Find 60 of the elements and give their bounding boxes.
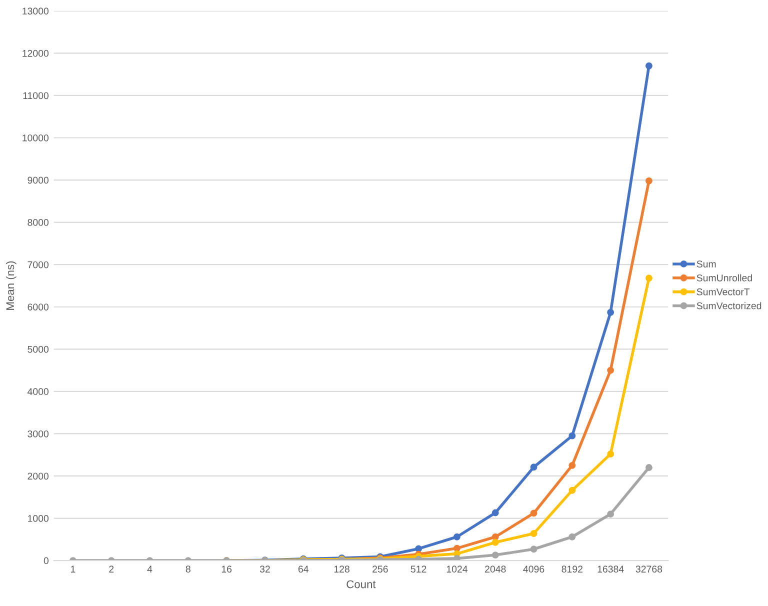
point [530, 530, 538, 537]
point [607, 366, 614, 374]
x-tick-label: 256 [372, 566, 388, 573]
x-tick-label: 128 [334, 566, 350, 573]
x-tick-label: 1 [71, 566, 76, 572]
x-tick-label: 2 [109, 566, 114, 572]
y-tick-label: 5000 [28, 346, 49, 353]
y-tick-label: 3000 [28, 430, 49, 438]
point [568, 533, 576, 540]
y-axis-title: Mean (ns) [6, 261, 16, 310]
point [568, 462, 576, 469]
y-tick-label: 1000 [28, 515, 49, 522]
x-tick-label: 1024 [446, 566, 468, 573]
y-tick-label: 8000 [28, 219, 49, 226]
point [607, 308, 614, 316]
point [530, 510, 538, 517]
x-tick-label: 2048 [485, 566, 506, 573]
y-tick-label: 7000 [28, 261, 49, 268]
legend-label: SumVectorized [696, 302, 762, 310]
x-tick-label: 512 [410, 566, 426, 573]
point [492, 552, 499, 559]
x-tick-label: 32 [260, 566, 270, 573]
point [492, 509, 499, 516]
y-tick-label: 9000 [28, 176, 49, 184]
point [453, 533, 460, 540]
x-tick-label: 16 [222, 566, 232, 573]
y-tick-label: 13000 [22, 8, 49, 15]
x-tick-label: 4 [147, 566, 152, 572]
y-tick-label: 4000 [27, 388, 49, 396]
x-tick-label: 8192 [562, 566, 582, 573]
x-tick-label: 4096 [523, 566, 544, 573]
y-tick-label: 10000 [22, 134, 49, 142]
point [607, 510, 614, 518]
point [530, 464, 538, 471]
point [645, 177, 652, 184]
point [453, 554, 460, 561]
legend-label: SumUnrolled [696, 274, 752, 282]
point [607, 450, 614, 458]
point [530, 546, 538, 553]
y-tick-label: 11000 [23, 92, 49, 100]
y-tick-label: 2000 [28, 472, 49, 480]
point [568, 432, 576, 440]
x-tick-label: 32768 [636, 566, 662, 573]
point [415, 545, 422, 552]
point [492, 533, 499, 540]
point [645, 62, 652, 70]
legend-label: Sum [696, 260, 716, 268]
x-tick-label: 8 [186, 566, 190, 573]
point [645, 274, 652, 282]
x-axis-title: Count [346, 580, 376, 588]
legend-label: SumVectorT [696, 288, 750, 296]
point [568, 486, 576, 494]
y-tick-label: 6000 [28, 304, 49, 310]
point [453, 544, 460, 552]
y-tick-label: 0 [44, 557, 49, 564]
point [645, 464, 652, 472]
y-tick-label: 12000 [22, 50, 49, 57]
point [492, 538, 499, 546]
x-tick-label: 64 [298, 566, 308, 573]
x-tick-label: 16384 [598, 566, 624, 573]
